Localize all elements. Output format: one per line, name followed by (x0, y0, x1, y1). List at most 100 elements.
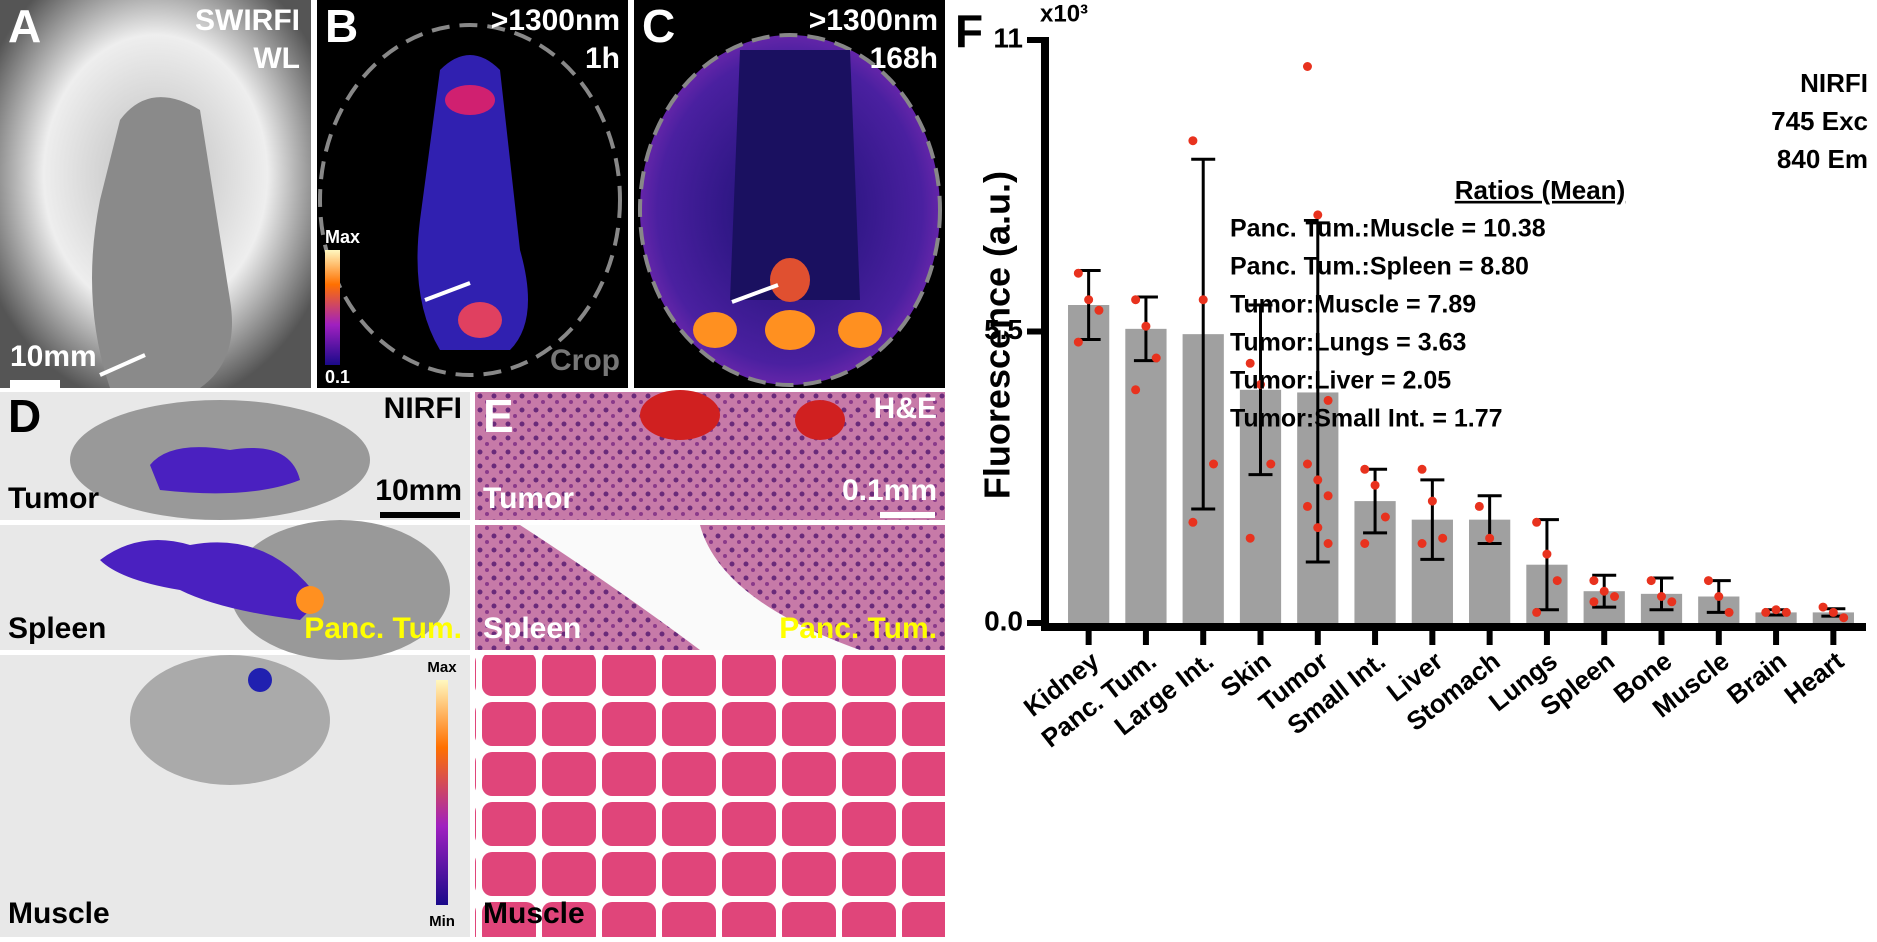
data-point (1131, 295, 1141, 305)
row-label: Muscle (483, 897, 585, 930)
data-point (1131, 385, 1141, 395)
data-point (1073, 337, 1083, 347)
method: H&E (874, 392, 937, 425)
data-point (1188, 517, 1198, 527)
ratios-title: Ratios (Mean) (1455, 175, 1625, 205)
data-point (1370, 480, 1380, 490)
crop (318, 23, 622, 377)
data-point (1302, 62, 1312, 71)
data-point (1313, 523, 1323, 533)
data-point (1474, 501, 1484, 511)
data-point (1266, 459, 1276, 469)
error-bar (1305, 221, 1330, 564)
ratio: Tumor:Liver = 2.05 (1230, 367, 1451, 395)
data-point (1313, 475, 1323, 485)
mouse (417, 55, 528, 350)
panel-label: D (8, 390, 41, 442)
data-point (1360, 539, 1370, 548)
data-point (1714, 592, 1724, 601)
data-point (1094, 305, 1104, 315)
data-point (1599, 586, 1609, 596)
error-bar (1191, 157, 1216, 511)
data-point (1761, 607, 1771, 617)
scale: 0.1mm (842, 474, 937, 507)
panel-c: C >1300nm 168h (634, 0, 945, 388)
signal (100, 540, 320, 620)
hotspot (458, 302, 502, 338)
row-label: Panc. Tum. (779, 612, 937, 645)
data-point (1610, 592, 1620, 601)
signal (248, 668, 272, 692)
panel-label: E (483, 390, 514, 442)
hotspot (693, 312, 737, 348)
row-label: Spleen (8, 612, 106, 645)
error-bar (1248, 303, 1273, 477)
bar (1755, 612, 1797, 623)
data-point (1141, 321, 1151, 331)
data-point (1302, 459, 1312, 469)
data-point (1256, 380, 1265, 389)
bar (1068, 305, 1110, 623)
data-point (1589, 576, 1599, 586)
ratio: Panc. Tum.:Spleen = 8.80 (1230, 253, 1529, 281)
arrow (731, 283, 779, 304)
data-point (1818, 602, 1828, 612)
data-point (1209, 459, 1219, 469)
signal (150, 447, 300, 494)
scale: 10mm (375, 474, 462, 507)
text: 168h (870, 42, 938, 75)
scale-bar (380, 512, 460, 518)
data-point (1646, 576, 1656, 586)
colorbar (325, 250, 340, 365)
image (475, 655, 945, 937)
text: 1h (585, 42, 620, 75)
row-label: Panc. Tum. (304, 612, 462, 645)
tissue (130, 655, 330, 785)
method: NIRFI (384, 392, 462, 425)
row-label: Tumor (8, 482, 99, 515)
data-point (1781, 607, 1791, 617)
text: SWIRFI (195, 4, 300, 37)
colorbar-max: Max (427, 659, 457, 676)
data-point (1485, 533, 1495, 543)
scale: 10mm (10, 340, 97, 373)
note: Crop (550, 344, 620, 377)
panel-label: A (8, 0, 41, 52)
hotspot (838, 312, 882, 348)
data-point (1703, 576, 1713, 586)
colorbar-min: Min (429, 913, 455, 930)
gap (520, 525, 860, 650)
data-point (1323, 539, 1333, 548)
y-tick-label: 11 (993, 22, 1023, 53)
panel-label: B (325, 0, 358, 52)
panel-e: E H&E Tumor 0.1mm Spleen Panc. Tum. Musc… (475, 390, 945, 937)
data-point (1245, 358, 1255, 368)
ratio: Panc. Tum.:Muscle = 10.38 (1230, 215, 1546, 243)
text: WL (253, 42, 300, 75)
hotspot (296, 586, 324, 614)
bar (1812, 612, 1854, 623)
annotation: NIRFI (1800, 68, 1868, 98)
data-point (1532, 607, 1542, 617)
colorbar (436, 680, 448, 905)
data-point (1417, 464, 1427, 474)
scale-bar (10, 380, 60, 388)
data-point (1771, 605, 1781, 615)
hotspot (445, 85, 495, 115)
colorbar-max: Max (325, 227, 360, 247)
annotation: 840 Em (1777, 144, 1868, 174)
data-point (1532, 517, 1542, 527)
region (640, 390, 720, 440)
panel-label: C (642, 0, 675, 52)
data-point (1151, 353, 1161, 363)
ratio: Tumor:Muscle = 7.89 (1230, 291, 1476, 319)
colorbar-min: 0.1 (325, 367, 350, 387)
annotation: 745 Exc (1771, 106, 1868, 136)
row-label: Muscle (8, 897, 110, 930)
row-label: Spleen (483, 612, 581, 645)
panel-f: F x10³ Fluorescence (a.u.) 0.05.511Kidne… (955, 0, 1868, 753)
data-point (1245, 533, 1255, 543)
panel-a: A SWIRFI WL 10mm (0, 0, 311, 388)
arrow (424, 281, 471, 302)
